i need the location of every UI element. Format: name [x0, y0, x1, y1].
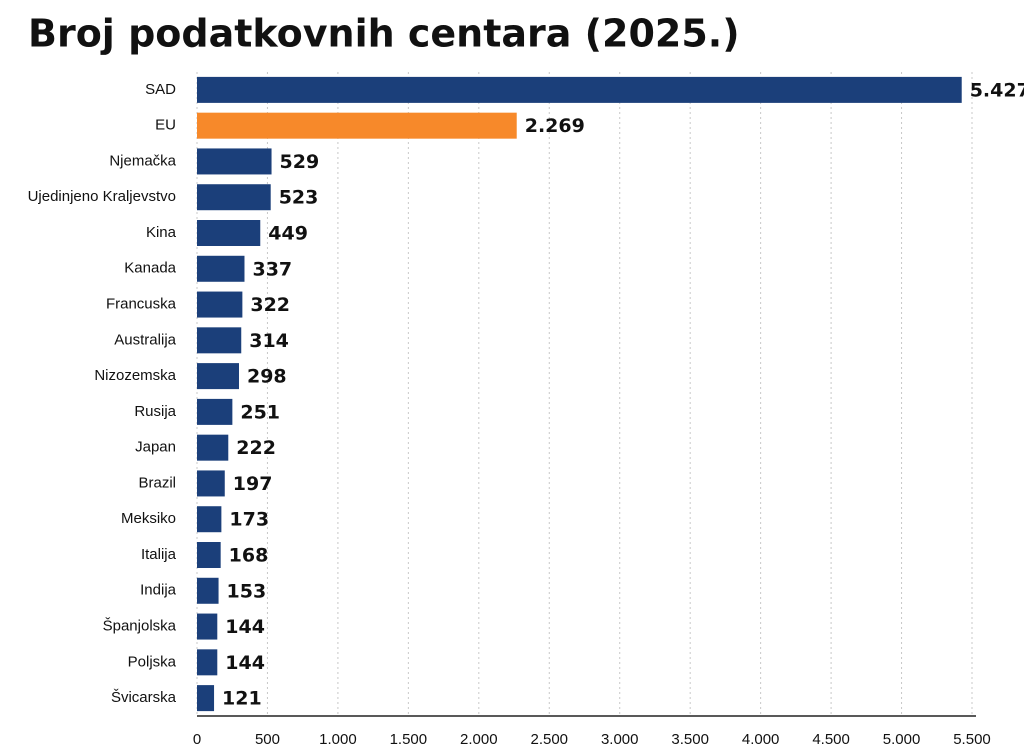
- bar: [197, 542, 221, 568]
- y-tick-label: Italija: [141, 546, 177, 563]
- bar: [197, 76, 962, 103]
- value-label: 2.269: [525, 115, 585, 137]
- y-tick-label: Rusija: [134, 403, 176, 420]
- value-label: 5.427: [970, 79, 1024, 101]
- bar: [197, 398, 233, 425]
- value-label: 251: [240, 401, 280, 423]
- x-tick-label: 2.000: [460, 731, 498, 748]
- x-tick-label: 4.000: [742, 731, 780, 748]
- y-tick-label: Brazil: [138, 474, 176, 491]
- y-tick-label: Nizozemska: [94, 367, 176, 384]
- bar: [197, 327, 242, 354]
- x-tick-label: 1.000: [319, 731, 357, 748]
- bar: [197, 255, 245, 282]
- bar: [197, 148, 272, 175]
- bar: [197, 577, 219, 604]
- bar: [197, 184, 271, 211]
- y-tick-label: EU: [155, 117, 176, 134]
- value-label: 322: [250, 294, 290, 316]
- x-tick-label: 2.500: [530, 731, 568, 748]
- y-tick-label: Australija: [114, 331, 176, 348]
- bar: [197, 220, 261, 246]
- bar: [197, 685, 215, 712]
- y-tick-label: Njemačka: [109, 152, 176, 169]
- y-tick-label: Kanada: [124, 260, 176, 277]
- x-tick-label: 4.500: [812, 731, 850, 748]
- value-label: 298: [247, 366, 287, 388]
- bar: [197, 291, 243, 318]
- y-tick-label: Ujedinjeno Kraljevstvo: [28, 188, 176, 205]
- bar: [197, 434, 229, 461]
- y-tick-label: Japan: [135, 439, 176, 456]
- value-label: 222: [236, 437, 276, 459]
- x-tick-label: 0: [193, 731, 201, 748]
- bar: [197, 470, 225, 497]
- y-tick-label: Švicarska: [111, 689, 177, 706]
- y-tick-label: Francuska: [106, 296, 177, 313]
- y-tick-label: Kina: [146, 224, 177, 241]
- y-tick-label: SAD: [145, 81, 176, 98]
- value-label: 337: [252, 258, 292, 280]
- y-tick-label: Indija: [140, 582, 177, 599]
- bar: [197, 112, 517, 139]
- value-label: 449: [268, 223, 308, 245]
- value-label: 197: [233, 473, 273, 495]
- x-tick-label: 1.500: [390, 731, 428, 748]
- bar: [197, 613, 218, 640]
- value-label: 144: [225, 652, 265, 674]
- bar: [197, 649, 218, 676]
- value-label: 314: [249, 330, 289, 352]
- value-label: 121: [222, 688, 262, 710]
- x-tick-label: 5.000: [883, 731, 921, 748]
- value-label: 523: [279, 187, 319, 209]
- x-tick-label: 3.000: [601, 731, 639, 748]
- value-label: 173: [229, 509, 269, 531]
- value-label: 168: [229, 545, 269, 567]
- value-label: 529: [280, 151, 320, 173]
- y-tick-label: Poljska: [128, 653, 177, 670]
- value-label: 144: [225, 616, 265, 638]
- x-tick-label: 500: [255, 731, 280, 748]
- y-tick-label: Meksiko: [121, 510, 176, 527]
- chart-title: Broj podatkovnih centara (2025.): [28, 12, 740, 56]
- value-label: 153: [227, 580, 267, 602]
- x-tick-label: 5.500: [953, 731, 991, 748]
- bar: [197, 363, 239, 390]
- x-tick-label: 3.500: [671, 731, 709, 748]
- bar: [197, 506, 222, 533]
- y-tick-label: Španjolska: [103, 618, 177, 635]
